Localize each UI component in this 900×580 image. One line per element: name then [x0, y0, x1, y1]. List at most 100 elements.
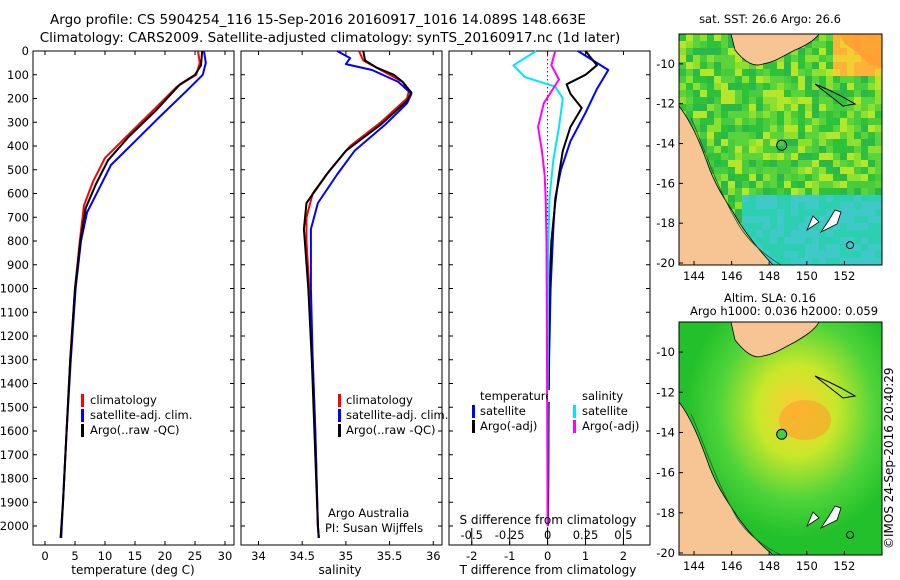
sst-cell	[861, 174, 868, 181]
sst-cell	[854, 195, 861, 202]
sst-cell	[693, 41, 700, 48]
s-difference-xlabel: S difference from climatology	[460, 513, 637, 527]
sst-cell	[826, 90, 833, 97]
sst-cell	[833, 202, 840, 209]
series-line-temperature-argo-adj-	[547, 50, 598, 527]
sst-cell	[847, 118, 854, 125]
sst-cell	[721, 167, 728, 174]
sst-cell	[812, 167, 819, 174]
sst-cell	[763, 111, 770, 118]
sst-cell	[770, 167, 777, 174]
sst-cell	[784, 111, 791, 118]
sst-cell	[819, 153, 826, 160]
sst-cell	[784, 160, 791, 167]
sst-cell	[854, 146, 861, 153]
sst-cell	[840, 230, 847, 237]
sst-cell	[847, 76, 854, 83]
sst-cell	[868, 62, 875, 69]
pressure-tick-label: 1900	[0, 495, 29, 509]
sst-cell	[714, 111, 721, 118]
sst-cell	[749, 153, 756, 160]
sst-cell	[777, 195, 784, 202]
sst-cell	[791, 125, 798, 132]
sst-cell	[812, 90, 819, 97]
pressure-tick-label: 800	[7, 234, 29, 248]
sst-cell	[721, 188, 728, 195]
sst-cell	[742, 76, 749, 83]
sst-cell	[784, 167, 791, 174]
sst-cell	[798, 195, 805, 202]
sst-cell	[756, 69, 763, 76]
sst-cell	[749, 90, 756, 97]
sst-cell	[868, 76, 875, 83]
sla-map-frame	[678, 321, 883, 556]
sst-cell	[819, 139, 826, 146]
sst-cell	[805, 62, 812, 69]
sst-cell	[840, 41, 847, 48]
sst-cell	[875, 223, 882, 230]
sst-cell	[826, 111, 833, 118]
lat-tick-label: -12	[656, 97, 675, 111]
shelf-contour	[690, 413, 782, 555]
lat-tick-label: -18	[656, 216, 675, 230]
pressure-tick-label: 300	[7, 115, 29, 129]
sst-cell	[840, 160, 847, 167]
sst-cell	[735, 125, 742, 132]
sst-cell	[819, 237, 826, 244]
sst-cell	[812, 139, 819, 146]
header-line-2: Climatology: CARS2009. Satellite-adjuste…	[40, 30, 621, 46]
sst-cell	[840, 216, 847, 223]
sst-cell	[784, 55, 791, 62]
sst-cell	[770, 174, 777, 181]
sst-cell	[833, 55, 840, 62]
sst-cell	[777, 202, 784, 209]
series-line-salinity-satellite	[512, 50, 564, 526]
sst-cell	[805, 48, 812, 55]
sst-cell	[812, 174, 819, 181]
sst-cell	[854, 76, 861, 83]
sst-cell	[812, 146, 819, 153]
sst-cell	[728, 181, 735, 188]
sst-cell	[812, 118, 819, 125]
sst-cell	[742, 69, 749, 76]
sst-cell	[805, 55, 812, 62]
sst-cell	[826, 251, 833, 258]
sst-cell	[777, 251, 784, 258]
sst-cell	[833, 62, 840, 69]
sst-cell	[798, 76, 805, 83]
legend-swatch-s-satellite	[573, 405, 576, 418]
sst-cell	[812, 125, 819, 132]
sst-cell	[721, 181, 728, 188]
lon-tick-label: 152	[833, 559, 855, 573]
sst-cell	[777, 83, 784, 90]
sst-cell	[833, 230, 840, 237]
sst-cell	[826, 48, 833, 55]
sst-cell	[700, 62, 707, 69]
sst-cell	[749, 83, 756, 90]
salinity-series	[302, 50, 413, 538]
pressure-tick-label: 1700	[0, 448, 29, 462]
sst-cell	[791, 69, 798, 76]
sst-cell	[770, 209, 777, 216]
sst-cell	[805, 83, 812, 90]
sst-cell	[777, 97, 784, 104]
x-tick-label: 20	[158, 549, 173, 563]
legend-swatch-s-argo	[573, 420, 576, 433]
sst-cell	[728, 97, 735, 104]
sst-cell	[861, 251, 868, 258]
sst-cell	[679, 69, 686, 76]
sst-cell	[728, 76, 735, 83]
new-guinea-landmass	[730, 34, 820, 66]
sst-cell	[812, 55, 819, 62]
sst-cell	[763, 139, 770, 146]
sst-cell	[707, 48, 714, 55]
sst-cell	[805, 111, 812, 118]
sst-cell	[868, 181, 875, 188]
sst-cell	[777, 111, 784, 118]
sst-cell	[861, 202, 868, 209]
sst-cell	[791, 90, 798, 97]
sst-cell	[868, 258, 875, 265]
sst-cell	[728, 62, 735, 69]
sst-cell	[770, 139, 777, 146]
sst-cell	[854, 209, 861, 216]
